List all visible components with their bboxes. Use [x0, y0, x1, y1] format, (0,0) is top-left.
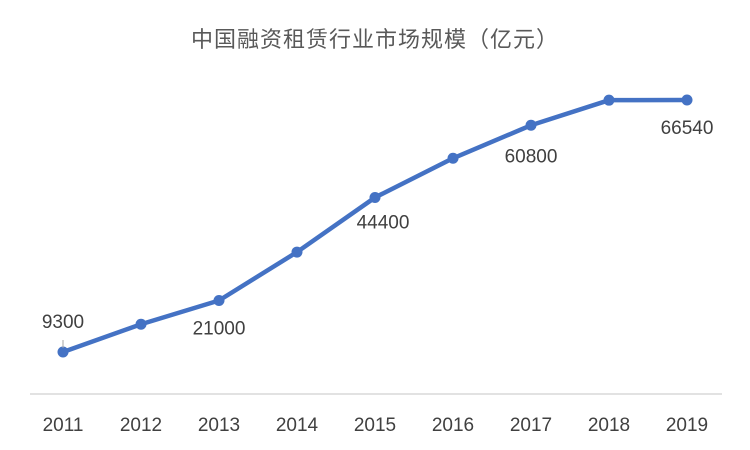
x-tick-label: 2018 [588, 415, 630, 436]
data-label: 66540 [661, 118, 714, 139]
x-tick-label: 2012 [120, 415, 162, 436]
data-point [447, 152, 459, 164]
data-point [603, 94, 615, 106]
x-tick-label: 2011 [43, 415, 84, 436]
data-label: 44400 [357, 212, 410, 233]
data-point [213, 294, 225, 306]
data-labels: 9300 21000 44400 60800 66540 [42, 118, 714, 348]
data-point [369, 191, 381, 203]
data-point [525, 119, 537, 131]
data-points [57, 94, 693, 358]
data-label: 60800 [505, 146, 558, 167]
x-tick-label: 2019 [666, 415, 708, 436]
x-tick-label: 2015 [354, 415, 396, 436]
data-point [135, 318, 147, 330]
x-tick-label: 2013 [198, 415, 240, 436]
chart-title: 中国融资租赁行业市场规模（亿元） [190, 28, 559, 53]
data-point [291, 246, 303, 258]
x-tick-label: 2017 [510, 415, 552, 436]
x-tick-label: 2016 [432, 415, 474, 436]
data-point [57, 346, 69, 358]
data-label: 9300 [42, 312, 84, 333]
data-label: 21000 [193, 318, 246, 339]
data-point [681, 94, 693, 106]
x-tick-label: 2014 [276, 415, 319, 436]
x-tick-labels: 2011 2012 2013 2014 2015 2016 2017 2018 2019 [43, 415, 709, 436]
